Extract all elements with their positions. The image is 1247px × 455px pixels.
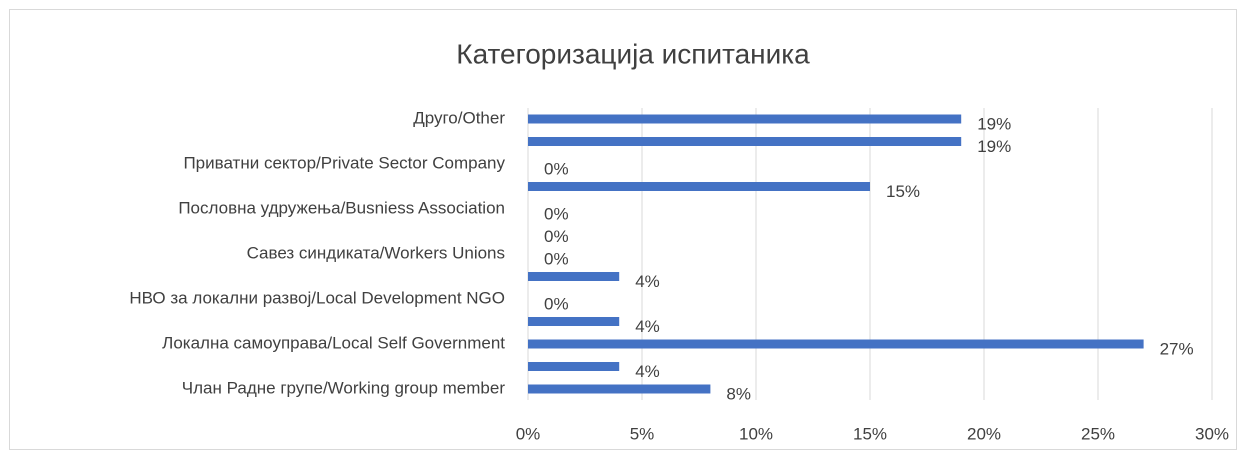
bar	[528, 137, 962, 146]
y-tick-label: Пословна удружења/Busniess Association	[178, 198, 505, 217]
bar	[528, 182, 870, 191]
y-tick-label: Друго/Other	[413, 108, 505, 127]
value-label: 19%	[977, 114, 1011, 133]
value-label: 0%	[544, 227, 569, 246]
bar	[528, 114, 962, 124]
y-tick-label: Приватни сектор/Private Sector Company	[183, 153, 505, 172]
y-tick-label: Локална самоуправа/Local Self Government	[162, 333, 505, 352]
x-tick-label: 0%	[516, 424, 541, 443]
x-tick-label: 30%	[1195, 424, 1229, 443]
x-tick-label: 20%	[967, 424, 1001, 443]
bar	[528, 317, 620, 326]
x-tick-label: 25%	[1081, 424, 1115, 443]
bar	[528, 362, 620, 371]
value-label: 27%	[1160, 339, 1194, 358]
value-label: 0%	[544, 204, 569, 223]
x-tick-label: 10%	[739, 424, 773, 443]
bar	[528, 272, 620, 281]
x-tick-label: 5%	[630, 424, 655, 443]
value-label: 4%	[635, 317, 660, 336]
chart-title: Категоризација испитаника	[456, 38, 810, 69]
value-label: 0%	[544, 294, 569, 313]
value-label: 0%	[544, 159, 569, 178]
bar	[528, 339, 1144, 349]
y-tick-label: НВО за локални развој/Local Development …	[129, 288, 505, 307]
value-label: 4%	[635, 362, 660, 381]
value-label: 4%	[635, 272, 660, 291]
value-label: 0%	[544, 249, 569, 268]
value-label: 8%	[726, 384, 751, 403]
bar	[528, 384, 711, 394]
x-tick-label: 15%	[853, 424, 887, 443]
value-label: 19%	[977, 137, 1011, 156]
y-tick-label: Савез синдиката/Workers Unions	[247, 243, 505, 262]
chart-border	[9, 9, 1237, 450]
value-label: 15%	[886, 182, 920, 201]
y-tick-label: Члан Радне групе/Working group member	[182, 378, 506, 397]
